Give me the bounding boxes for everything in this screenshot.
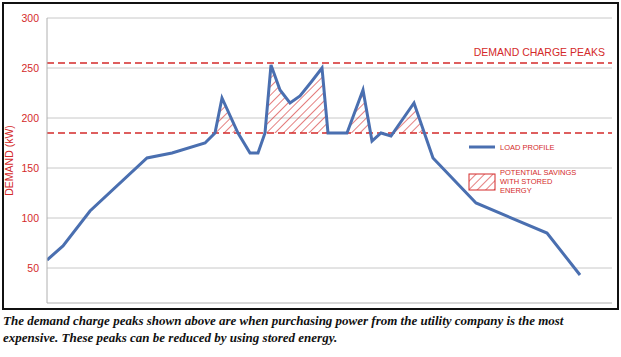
svg-text:250: 250	[21, 62, 39, 74]
svg-text:DEMAND CHARGE PEAKS: DEMAND CHARGE PEAKS	[474, 46, 605, 58]
svg-text:50: 50	[27, 262, 39, 274]
html-text:POTENTIAL SAVINGS WITH STORED: POTENTIAL SAVINGS WITH STORED ENERGY	[500, 168, 577, 195]
html-text:LOAD PROFILE: LOAD PROFILE	[500, 142, 555, 152]
svg-text:DEMAND (kW): DEMAND (kW)	[8, 125, 15, 196]
svg-text:300: 300	[21, 12, 39, 24]
svg-text:150: 150	[21, 162, 39, 174]
svg-text:100: 100	[21, 212, 39, 224]
html-text:The demand charge peaks shown: The demand charge peaks shown above are …	[3, 313, 564, 345]
svg-text:200: 200	[21, 112, 39, 124]
